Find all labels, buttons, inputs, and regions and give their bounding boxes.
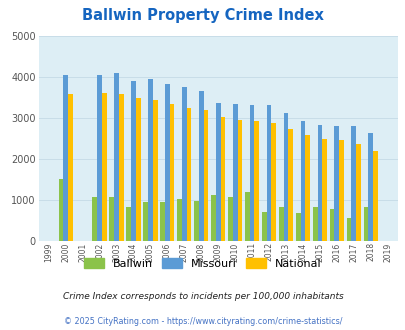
Bar: [198, 91, 203, 241]
Bar: [367, 133, 372, 241]
Legend: Ballwin, Missouri, National: Ballwin, Missouri, National: [84, 258, 321, 269]
Bar: [283, 113, 288, 241]
Bar: [148, 79, 152, 241]
Bar: [92, 197, 97, 241]
Bar: [237, 120, 242, 241]
Bar: [68, 94, 72, 241]
Bar: [363, 207, 367, 241]
Text: Ballwin Property Crime Index: Ballwin Property Crime Index: [82, 8, 323, 23]
Bar: [169, 104, 174, 241]
Bar: [339, 140, 343, 241]
Bar: [186, 108, 191, 241]
Text: © 2025 CityRating.com - https://www.cityrating.com/crime-statistics/: © 2025 CityRating.com - https://www.city…: [64, 317, 341, 326]
Bar: [143, 202, 148, 241]
Bar: [177, 199, 181, 241]
Bar: [355, 144, 360, 241]
Bar: [215, 103, 220, 241]
Bar: [254, 121, 259, 241]
Bar: [228, 197, 232, 241]
Bar: [305, 135, 309, 241]
Bar: [194, 201, 198, 241]
Bar: [372, 151, 377, 241]
Bar: [232, 104, 237, 241]
Bar: [288, 129, 292, 241]
Bar: [102, 93, 107, 241]
Bar: [211, 195, 215, 241]
Bar: [220, 116, 225, 241]
Bar: [160, 202, 164, 241]
Bar: [109, 197, 114, 241]
Bar: [261, 212, 266, 241]
Bar: [249, 106, 254, 241]
Bar: [244, 192, 249, 241]
Bar: [334, 126, 339, 241]
Bar: [300, 121, 305, 241]
Bar: [295, 214, 300, 241]
Bar: [181, 87, 186, 241]
Bar: [152, 100, 157, 241]
Bar: [278, 207, 283, 241]
Bar: [203, 110, 208, 241]
Bar: [114, 73, 119, 241]
Bar: [322, 139, 326, 241]
Bar: [164, 84, 169, 241]
Bar: [136, 98, 140, 241]
Bar: [271, 123, 275, 241]
Bar: [58, 179, 63, 241]
Bar: [317, 125, 322, 241]
Bar: [126, 207, 131, 241]
Bar: [63, 75, 68, 241]
Bar: [131, 81, 136, 241]
Bar: [329, 209, 334, 241]
Text: Crime Index corresponds to incidents per 100,000 inhabitants: Crime Index corresponds to incidents per…: [62, 292, 343, 301]
Bar: [312, 207, 317, 241]
Bar: [119, 94, 124, 241]
Bar: [266, 106, 271, 241]
Bar: [97, 75, 102, 241]
Bar: [351, 125, 355, 241]
Bar: [346, 217, 351, 241]
